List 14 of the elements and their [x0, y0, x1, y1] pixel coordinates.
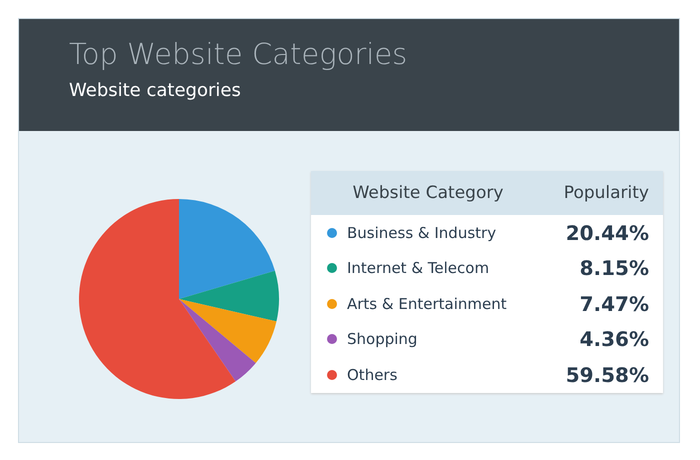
legend-label: Arts & Entertainment: [346, 294, 508, 313]
legend-title: Website Category: [352, 183, 504, 203]
chart-title: Top Website Categories: [69, 37, 408, 71]
legend-label: Shopping: [346, 330, 418, 348]
data-label: 4.36%: [578, 327, 650, 352]
data-label: 7.47%: [578, 292, 650, 316]
chart-subtitle: Website categories: [69, 80, 241, 101]
data-label: 8.15%: [578, 256, 650, 280]
legend-label: Others: [346, 366, 398, 384]
legend-label: Internet & Telecom: [346, 259, 490, 278]
data-label: 20.44%: [564, 220, 650, 245]
data-label: 59.58%: [564, 362, 650, 387]
text: Popularity: [562, 183, 650, 203]
legend-label: Business & Industry: [346, 224, 498, 242]
